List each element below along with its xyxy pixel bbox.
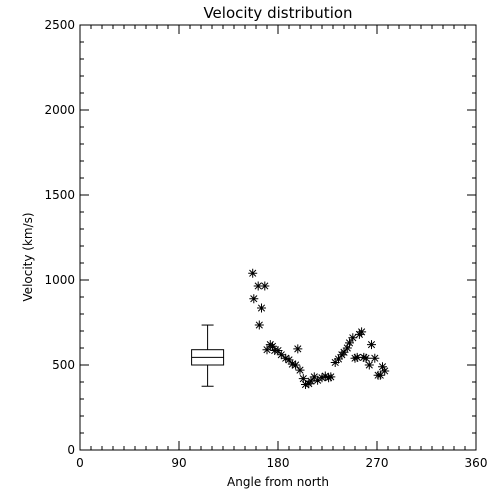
data-point [295, 365, 305, 375]
data-point [298, 374, 308, 384]
data-point [257, 303, 266, 313]
data-point [248, 268, 258, 278]
data-point [301, 380, 310, 390]
data-point [249, 294, 259, 304]
data-point [364, 360, 374, 370]
tick-labels: 0 90 180 270 360 0 500 1000 1500 2000 2500 [44, 18, 487, 470]
data-point [342, 343, 352, 353]
data-point [361, 353, 371, 363]
y-tick-label: 500 [52, 358, 75, 372]
y-tick-label: 1000 [44, 273, 75, 287]
data-point [291, 360, 301, 370]
data-point [260, 281, 270, 291]
axis-ticks [79, 24, 477, 451]
x-tick-label: 180 [267, 456, 290, 470]
data-point [352, 352, 362, 362]
data-point [367, 340, 376, 350]
data-point [276, 350, 286, 360]
boxplot [191, 324, 225, 387]
data-point [317, 373, 327, 383]
data-point [268, 341, 277, 351]
x-axis-label: Angle from north [227, 475, 329, 489]
y-tick-label: 2000 [44, 103, 75, 117]
x-tick-label: 360 [465, 456, 488, 470]
data-point [309, 372, 319, 382]
data-point [348, 333, 358, 343]
scatter-points [248, 268, 390, 390]
y-tick-label: 2500 [44, 18, 75, 32]
x-tick-label: 270 [366, 456, 389, 470]
data-point [281, 353, 291, 363]
data-point [359, 352, 369, 362]
data-point [345, 338, 354, 348]
data-point [284, 355, 294, 365]
data-point [357, 327, 367, 337]
data-point [253, 281, 263, 291]
data-point [350, 353, 360, 363]
data-point [293, 344, 303, 354]
x-tick-label: 0 [76, 456, 84, 470]
data-point [326, 372, 336, 382]
data-point [262, 345, 272, 355]
data-point [287, 359, 297, 369]
data-point [306, 376, 316, 386]
data-point [370, 353, 380, 363]
data-point [339, 347, 349, 357]
chart-title: Velocity distribution [203, 4, 352, 22]
data-point [320, 371, 330, 381]
y-tick-label: 0 [67, 443, 75, 457]
data-point [380, 366, 390, 376]
y-tick-label: 1500 [44, 188, 75, 202]
data-point [330, 357, 340, 367]
data-point [324, 373, 334, 383]
data-point [254, 320, 264, 330]
plot-frame [79, 24, 477, 451]
data-point [375, 370, 385, 380]
data-point [273, 346, 283, 356]
x-tick-label: 90 [171, 456, 186, 470]
data-point [378, 362, 387, 372]
y-axis-label: Velocity (km/s) [21, 212, 35, 301]
data-point [313, 375, 323, 385]
data-point [334, 354, 343, 364]
